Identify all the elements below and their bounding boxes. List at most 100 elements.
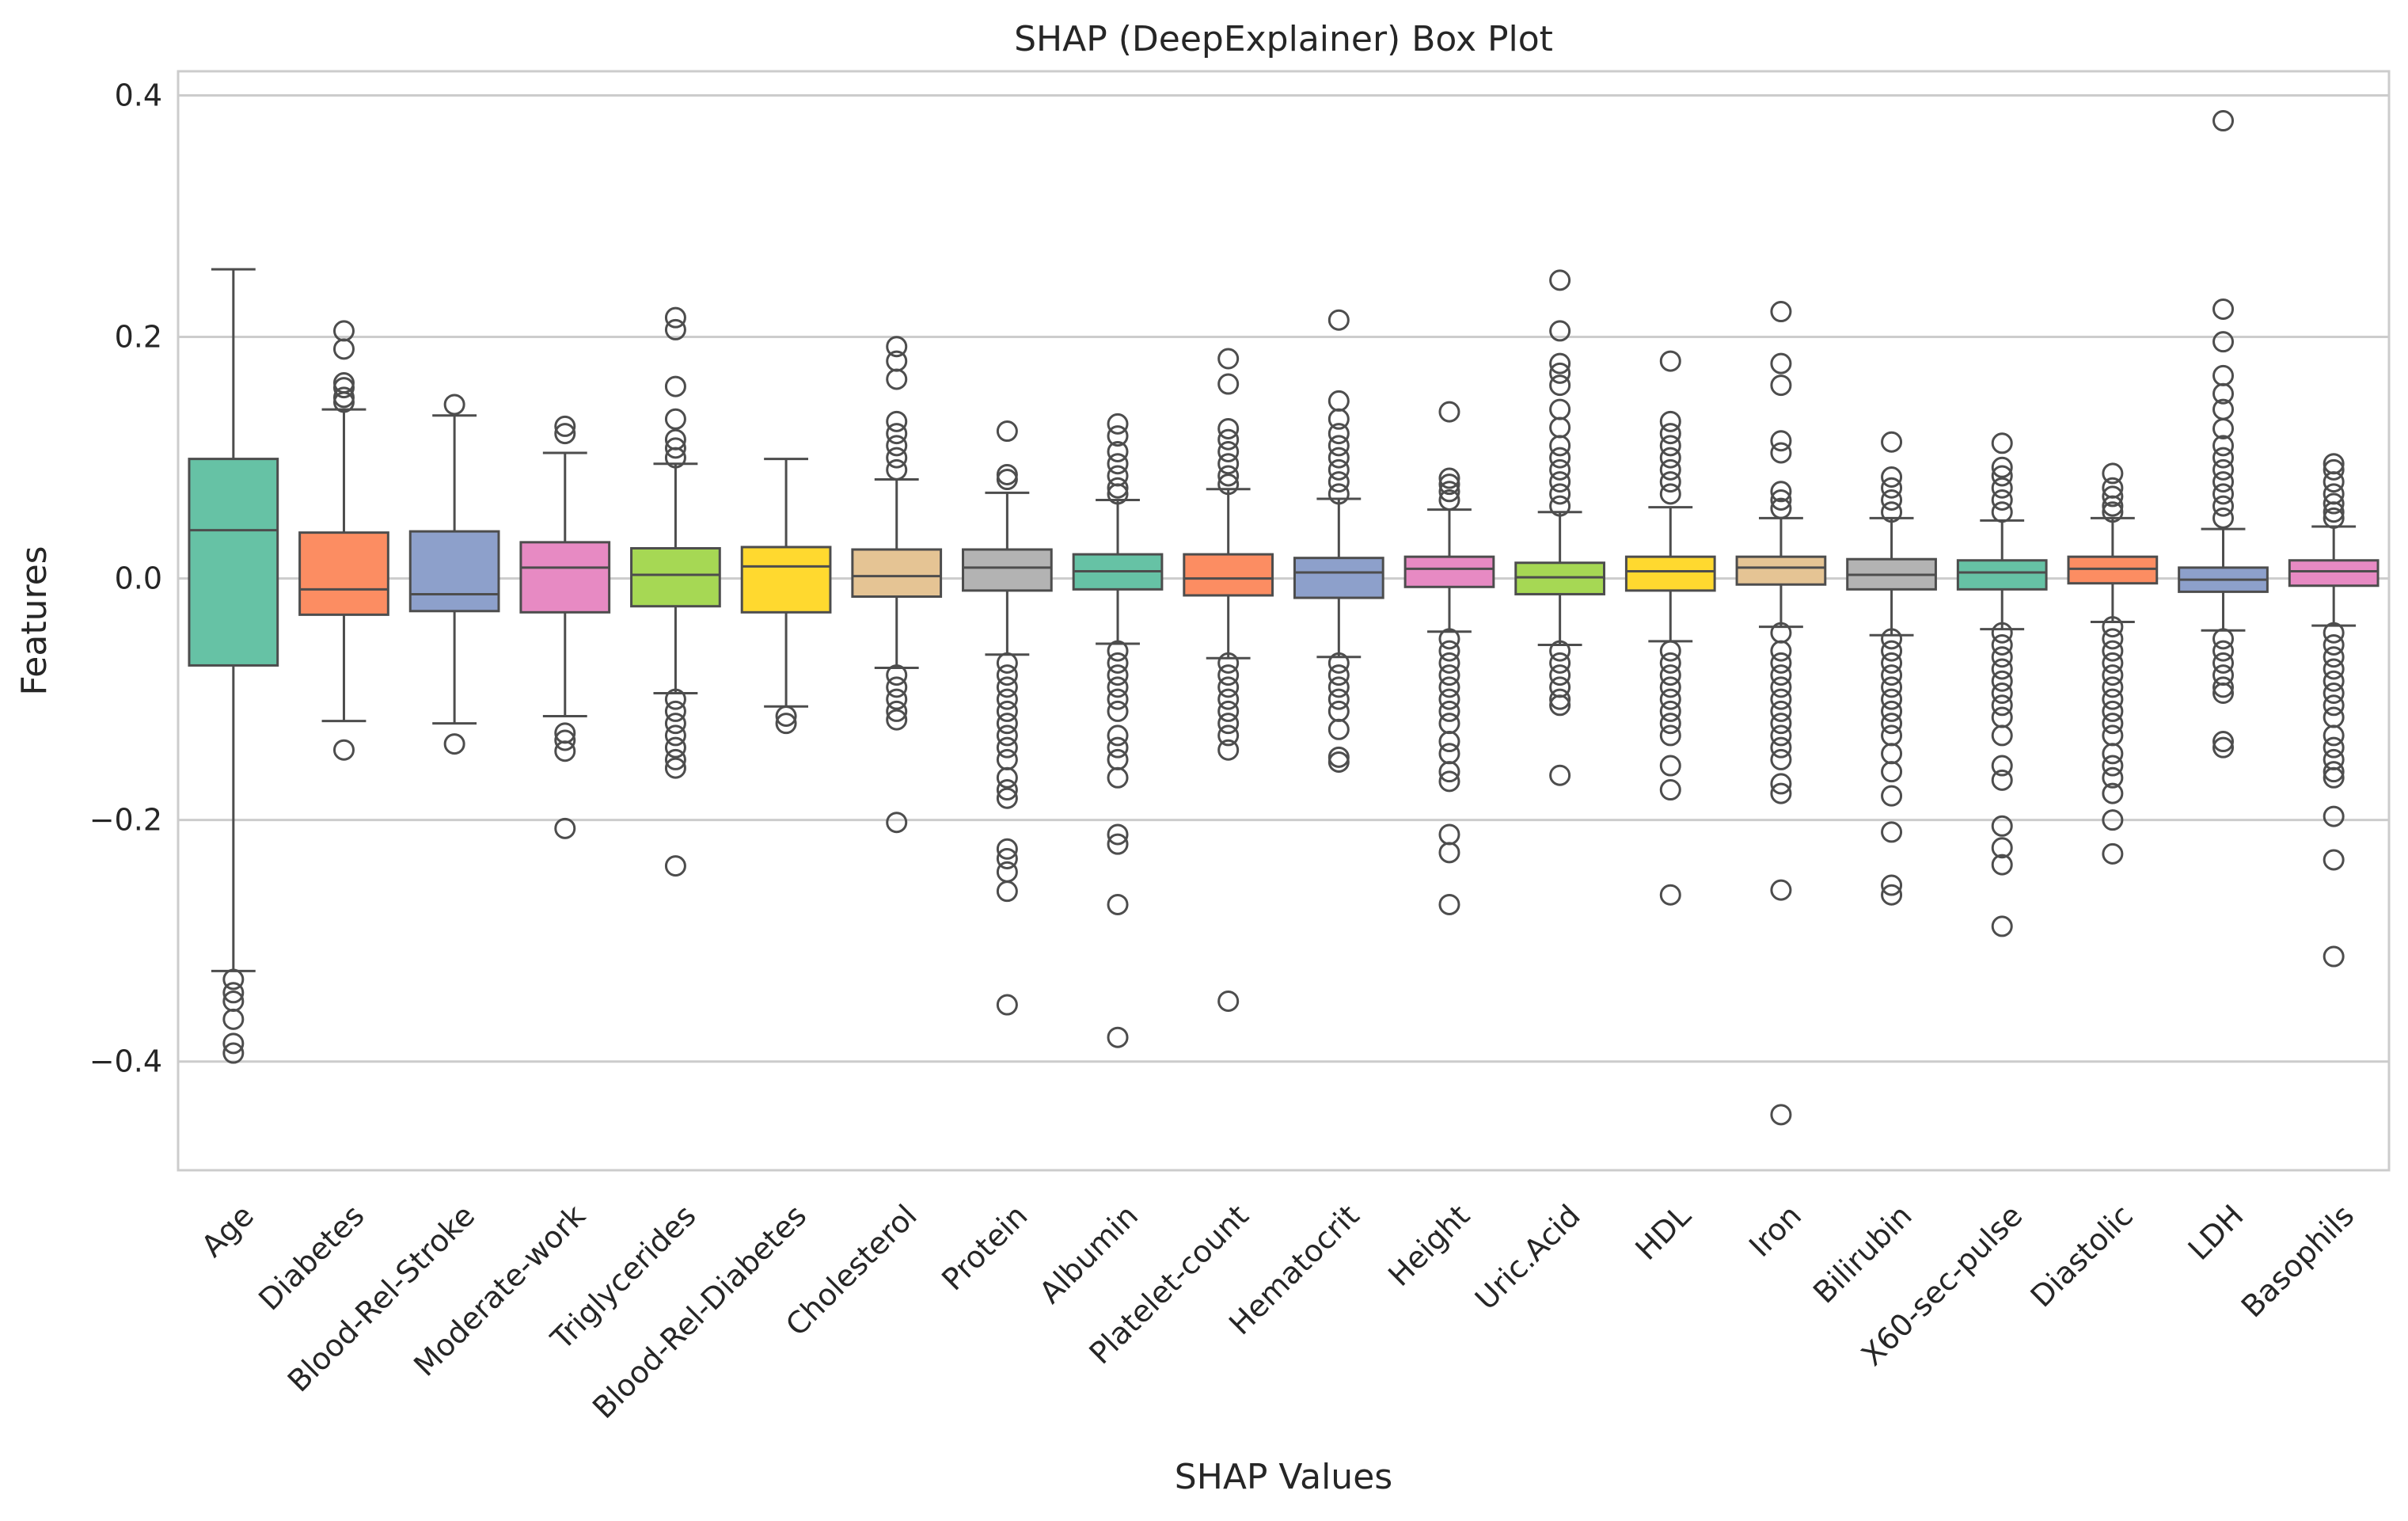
flier-point	[1217, 688, 1240, 710]
flier-point	[443, 394, 465, 416]
flier-point	[1881, 688, 1903, 710]
flier-point	[1991, 501, 2013, 523]
flier-point	[2102, 713, 2124, 735]
flier-point	[996, 880, 1018, 903]
flier-point	[1549, 362, 1571, 384]
flier-point	[886, 676, 908, 698]
flier-point	[1217, 417, 1240, 439]
flier-point	[2212, 417, 2235, 439]
flier-point	[2102, 755, 2124, 777]
box-diastolic	[2067, 516, 2159, 624]
flier-point	[1107, 688, 1129, 710]
flier-point	[2323, 849, 2345, 871]
flier-point	[1881, 628, 1903, 650]
flier-point	[554, 415, 576, 437]
flier-point	[1659, 700, 1681, 722]
flier-points	[222, 110, 2345, 1126]
flier-point	[664, 437, 686, 459]
flier-point	[1659, 724, 1681, 747]
flier-point	[1659, 652, 1681, 674]
flier-point	[1659, 423, 1681, 445]
flier-point	[1327, 435, 1350, 457]
flier-point	[2323, 622, 2345, 644]
flier-point	[996, 676, 1018, 698]
box-bilirubin	[1846, 516, 1937, 637]
flier-point	[1217, 676, 1240, 698]
flier-point	[775, 713, 797, 735]
flier-point	[2212, 458, 2235, 481]
flier-point	[332, 391, 355, 413]
flier-point	[2102, 462, 2124, 485]
box-cholesterol	[851, 478, 943, 669]
flier-point	[1659, 755, 1681, 777]
flier-point	[1659, 483, 1681, 505]
flier-point	[2323, 501, 2345, 523]
box-iqr	[1403, 555, 1495, 588]
flier-point	[1659, 447, 1681, 469]
flier-point	[1770, 773, 1792, 795]
flier-point	[1881, 761, 1903, 783]
flier-point	[2212, 652, 2235, 674]
flier-point	[1659, 410, 1681, 432]
box-blood-rel-diabetes	[740, 458, 832, 708]
flier-point	[1107, 664, 1129, 686]
flier-point	[1217, 373, 1240, 395]
flier-point	[886, 423, 908, 445]
flier-point	[2323, 458, 2345, 481]
flier-point	[886, 336, 908, 358]
box-iqr	[1735, 555, 1827, 586]
flier-point	[1991, 755, 2013, 777]
flier-point	[1438, 652, 1460, 674]
flier-point	[1327, 676, 1350, 698]
flier-point	[996, 994, 1018, 1016]
flier-point	[332, 338, 355, 360]
flier-point	[1991, 489, 2013, 511]
flier-point	[1107, 1026, 1129, 1048]
flier-point	[1438, 481, 1460, 503]
flier-point	[554, 729, 576, 751]
flier-point	[2102, 485, 2124, 508]
flier-point	[1770, 640, 1792, 662]
flier-point	[1107, 893, 1129, 915]
flier-point	[2323, 658, 2345, 680]
flier-point	[1549, 352, 1571, 375]
flier-point	[2212, 676, 2235, 698]
flier-point	[664, 408, 686, 430]
flier-point	[1881, 713, 1903, 735]
box-hdl	[1624, 506, 1716, 643]
box-uric-acid	[1514, 511, 1605, 647]
flier-point	[1881, 785, 1903, 807]
flier-point	[1549, 320, 1571, 342]
flier-point	[1991, 724, 2013, 747]
flier-point	[1327, 423, 1350, 445]
flier-point	[1327, 483, 1350, 505]
flier-point	[1217, 465, 1240, 487]
flier-point	[1438, 676, 1460, 698]
plot-frame	[177, 70, 2391, 1172]
flier-point	[222, 1032, 245, 1055]
flier-point	[1770, 489, 1792, 511]
flier-point	[2323, 766, 2345, 789]
flier-point	[1991, 694, 2013, 717]
flier-point	[1991, 670, 2013, 692]
flier-point	[1549, 694, 1571, 717]
flier-point	[1881, 700, 1903, 722]
flier-point	[1770, 442, 1792, 464]
flier-point	[2102, 782, 2124, 804]
flier-point	[2323, 471, 2345, 493]
flier-point	[222, 968, 245, 991]
flier-point	[1770, 748, 1792, 770]
y-tick-labels: −0.4 −0.2 0.0 0.2 0.4	[89, 78, 162, 1079]
flier-point	[1107, 833, 1129, 855]
flier-point	[1438, 688, 1460, 710]
flier-point	[996, 664, 1018, 686]
y-tick-label: 0.2	[115, 320, 162, 355]
flier-point	[1991, 815, 2013, 837]
box-iron	[1735, 516, 1827, 629]
flier-point	[2323, 507, 2345, 529]
box-diabetes	[298, 408, 389, 723]
box-iqr	[740, 546, 832, 614]
flier-point	[1770, 430, 1792, 452]
flier-point	[1327, 652, 1350, 674]
flier-point	[886, 368, 908, 390]
